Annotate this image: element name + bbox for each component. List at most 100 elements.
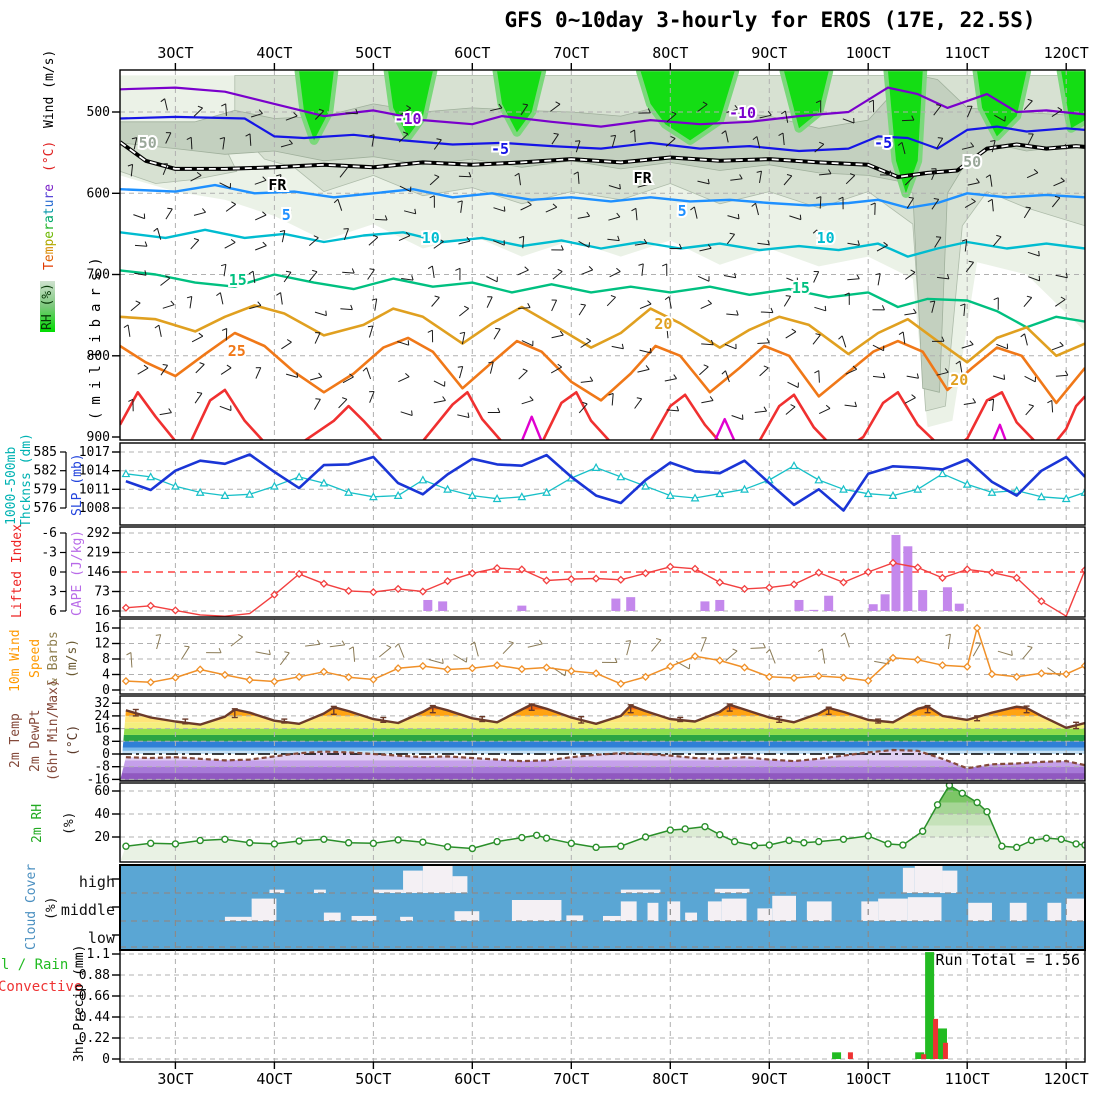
svg-text:16: 16 [94,604,110,619]
svg-text:9OCT: 9OCT [751,1070,787,1088]
svg-text:576: 576 [34,501,57,516]
svg-text:-10: -10 [729,104,756,122]
cloud-row-high-label: high [78,873,115,891]
svg-text:292: 292 [87,526,110,541]
cloud-cover-axis-label: Cloud Cover [24,863,39,950]
svg-text:10OCT: 10OCT [846,1070,891,1088]
svg-text:12: 12 [94,637,110,652]
wind10m-axis-label-3: & Barbs [46,631,61,686]
svg-text:9OCT: 9OCT [751,44,787,62]
svg-text:0.22: 0.22 [79,1031,110,1046]
svg-text:0: 0 [102,683,110,698]
svg-text:4OCT: 4OCT [256,44,292,62]
svg-text:5OCT: 5OCT [355,1070,391,1088]
svg-text:-5: -5 [491,140,509,158]
millibars-axis-label: (millibars) [88,250,104,420]
svg-text:12OCT: 12OCT [1044,44,1089,62]
precip-convective-legend: Convective [0,979,83,995]
svg-text:0: 0 [102,747,110,762]
svg-text:11OCT: 11OCT [945,44,990,62]
svg-text:5: 5 [678,202,687,220]
svg-text:579: 579 [34,482,57,497]
svg-text:20: 20 [950,371,968,389]
upper-degc-axis-label: (°C) [42,140,57,172]
page-title: GFS 0~10day 3-hourly for EROS (17E, 22.5… [504,8,1036,32]
svg-text:50: 50 [963,153,981,171]
svg-text:20: 20 [654,315,672,333]
svg-text:6OCT: 6OCT [454,44,490,62]
svg-text:40: 40 [94,807,110,822]
svg-text:15: 15 [792,279,810,297]
cloud-row-low-label: low [87,929,115,947]
upper-wind-axis-label: Wind (m/s) [42,49,57,128]
rh2m-unit-label: (%) [62,811,77,835]
svg-text:585: 585 [34,445,57,460]
svg-text:1008: 1008 [79,501,110,516]
lifted-index-axis-label: Lifted Index [10,524,25,618]
svg-text:0: 0 [49,565,57,580]
svg-text:6: 6 [49,604,57,619]
svg-text:11OCT: 11OCT [945,1070,990,1088]
svg-text:10: 10 [817,229,835,247]
svg-text:FR: FR [634,169,653,187]
svg-text:0: 0 [102,1052,110,1067]
precip-total-legend: tal / Rain [0,957,69,973]
svg-text:24: 24 [94,709,110,724]
svg-text:20: 20 [94,830,110,845]
svg-text:600: 600 [87,186,110,201]
svg-text:-5: -5 [874,134,892,152]
svg-text:12OCT: 12OCT [1044,1070,1089,1088]
cape-axis-label: CAPE (J/kg) [70,529,85,616]
wind10m-axis-label-2: Speed [28,638,43,678]
svg-text:219: 219 [87,546,110,561]
svg-text:1014: 1014 [79,464,110,479]
slp-axis-label: SLP (mb) [70,453,85,516]
svg-text:8OCT: 8OCT [652,44,688,62]
wind10m-axis-label-1: 10m Wind [8,629,23,692]
svg-text:10OCT: 10OCT [846,44,891,62]
svg-text:4OCT: 4OCT [256,1070,292,1088]
svg-text:-8: -8 [94,760,110,775]
svg-text:1011: 1011 [79,482,110,497]
svg-text:3OCT: 3OCT [157,44,193,62]
svg-text:4: 4 [102,668,110,683]
svg-text:582: 582 [34,464,57,479]
temp2m-axis-label-1: 2m Temp [8,713,23,768]
cloud-row-middle-label: middle [60,901,115,919]
temp2m-axis-label-2: 2m DewPt [28,709,43,772]
svg-text:5: 5 [282,206,291,224]
svg-text:32: 32 [94,696,110,711]
upper-rh-axis-label: RH (%) [40,281,55,332]
svg-text:0.44: 0.44 [79,1010,110,1025]
wind10m-axis-label-4: (m/s) [65,638,80,678]
temp2m-axis-label-4: (°C) [66,724,81,756]
svg-text:50: 50 [139,134,157,152]
svg-text:-16: -16 [87,772,110,787]
svg-text:1017: 1017 [79,445,110,460]
svg-text:500: 500 [87,105,110,120]
svg-text:0.66: 0.66 [79,989,110,1004]
svg-text:FR: FR [268,176,287,194]
precip-axis-label: 3hr Precip (mm) [72,944,87,1062]
svg-text:7OCT: 7OCT [553,44,589,62]
svg-text:900: 900 [87,430,110,445]
svg-text:6OCT: 6OCT [454,1070,490,1088]
upper-temperature-axis-label: Temperature [42,183,57,270]
thickness-axis-label-1: 1000-500mb [4,446,19,525]
svg-text:60: 60 [94,784,110,799]
svg-text:-6: -6 [41,526,57,541]
run-total-label: Run Total = 1.56 [935,951,1081,969]
svg-text:3: 3 [49,585,57,600]
svg-text:15: 15 [229,271,247,289]
svg-text:73: 73 [94,585,110,600]
rh2m-axis-label: 2m RH [30,803,45,843]
svg-text:16: 16 [94,621,110,636]
temp2m-axis-label-3: (6hr Min/Max) [46,679,61,781]
svg-text:-3: -3 [41,546,57,561]
svg-text:700: 700 [87,268,110,283]
thickness-axis-label-2: Thcknss (dm) [19,433,34,527]
svg-text:3OCT: 3OCT [157,1070,193,1088]
svg-text:0.88: 0.88 [79,968,110,983]
